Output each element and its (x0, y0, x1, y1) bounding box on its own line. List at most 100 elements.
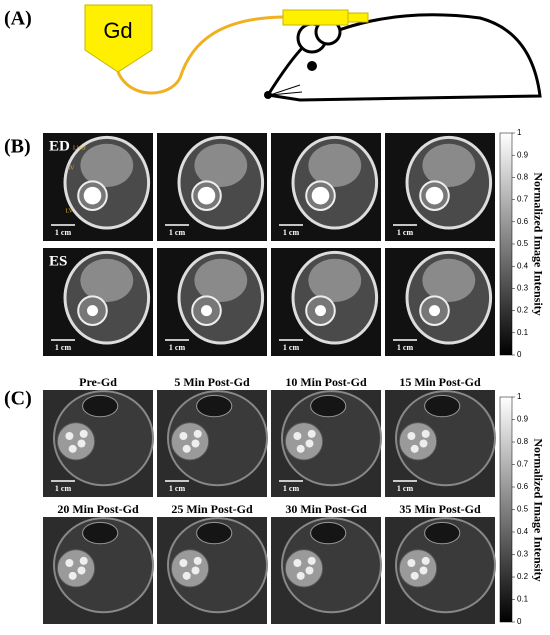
image-title: 15 Min Post-Gd (399, 375, 481, 389)
scale-label: 1 cm (283, 343, 300, 352)
scale-label: 1 cm (55, 343, 72, 352)
enhancement (296, 444, 305, 453)
enhancement (296, 571, 305, 580)
liver (422, 258, 476, 302)
annotation: RV (67, 165, 76, 171)
enhancement (410, 571, 419, 580)
colorbar-tick-label: 0.7 (517, 460, 529, 469)
colorbar-title: Normalized Image Intensity (531, 438, 545, 581)
colorbar-tick-label: 0.8 (517, 437, 529, 446)
colorbar (499, 396, 513, 623)
colorbar-tick-label: 0.3 (517, 284, 529, 293)
image-title: Pre-Gd (79, 375, 117, 389)
liver (80, 258, 134, 302)
image-title: 25 Min Post-Gd (171, 502, 253, 516)
enhancement (407, 432, 416, 441)
panel-label: (C) (4, 388, 32, 410)
organ (82, 394, 119, 418)
organ (196, 394, 233, 418)
image-title: 30 Min Post-Gd (285, 502, 367, 516)
gd-label: Gd (103, 18, 132, 43)
organ (82, 521, 119, 545)
enhancement (191, 566, 200, 575)
colorbar-tick-label: 0 (517, 617, 522, 626)
body (167, 517, 268, 614)
heart (56, 422, 96, 461)
enhancement (407, 559, 416, 568)
enhancement (193, 429, 202, 438)
scale-label: 1 cm (169, 228, 186, 237)
body (53, 390, 154, 487)
image-title: 10 Min Post-Gd (285, 375, 367, 389)
annotation: Liver (73, 145, 86, 151)
colorbar-tick-label: 0.4 (517, 261, 529, 270)
liver (194, 143, 248, 187)
scale-label: 1 cm (283, 484, 300, 493)
scale-label: 1 cm (283, 228, 300, 237)
enhancement (179, 432, 188, 441)
colorbar-tick-label: 0.6 (517, 217, 529, 226)
enhancement (307, 556, 316, 565)
liver (308, 258, 362, 302)
colorbar-tick-label: 0.2 (517, 306, 529, 315)
enhancement (77, 566, 86, 575)
blood-pool (315, 305, 326, 317)
colorbar-tick-label: 0.9 (517, 150, 529, 159)
body (395, 517, 496, 614)
heart (170, 549, 210, 588)
liver (194, 258, 248, 302)
enhancement (419, 566, 428, 575)
organ (310, 394, 347, 418)
scale-label: 1 cm (397, 228, 414, 237)
body (53, 517, 154, 614)
tube (116, 15, 284, 95)
organ (424, 394, 461, 418)
scale-label: 1 cm (169, 484, 186, 493)
enhancement (293, 559, 302, 568)
liver (80, 143, 134, 187)
colorbar-tick-label: 1 (517, 128, 522, 137)
enhancement (179, 559, 188, 568)
scale-label: 1 cm (55, 228, 72, 237)
enhancement (68, 571, 77, 580)
body (395, 390, 496, 487)
enhancement (182, 444, 191, 453)
colorbar-tick-label: 0.1 (517, 328, 529, 337)
heart (398, 549, 438, 588)
body (281, 390, 382, 487)
enhancement (65, 559, 74, 568)
enhancement (193, 556, 202, 565)
blood-pool (83, 186, 102, 205)
heart (284, 549, 324, 588)
image-title: 35 Min Post-Gd (399, 502, 481, 516)
enhancement (79, 429, 88, 438)
row-label: ED (49, 138, 70, 154)
heart (56, 549, 96, 588)
enhancement (191, 439, 200, 448)
colorbar-tick-label: 0.5 (517, 505, 529, 514)
colorbar-tick-label: 0.9 (517, 415, 529, 424)
enhancement (419, 439, 428, 448)
heart (398, 422, 438, 461)
colorbar-tick-label: 0.4 (517, 527, 529, 536)
liver (422, 143, 476, 187)
scale-label: 1 cm (397, 484, 414, 493)
enhancement (77, 439, 86, 448)
enhancement (421, 556, 430, 565)
image-title: 20 Min Post-Gd (57, 502, 139, 516)
colorbar-tick-label: 0.6 (517, 482, 529, 491)
enhancement (68, 444, 77, 453)
annotation: LV (66, 208, 74, 214)
blood-pool (197, 186, 216, 205)
organ (310, 521, 347, 545)
syringe (282, 9, 349, 26)
heart (170, 422, 210, 461)
scale-label: 1 cm (397, 343, 414, 352)
colorbar-tick-label: 0.8 (517, 173, 529, 182)
panel-label: (A) (4, 8, 32, 30)
enhancement (293, 432, 302, 441)
row-label: ES (49, 253, 67, 269)
body (281, 517, 382, 614)
panel-label: (B) (4, 136, 31, 158)
colorbar-tick-label: 0.7 (517, 195, 529, 204)
